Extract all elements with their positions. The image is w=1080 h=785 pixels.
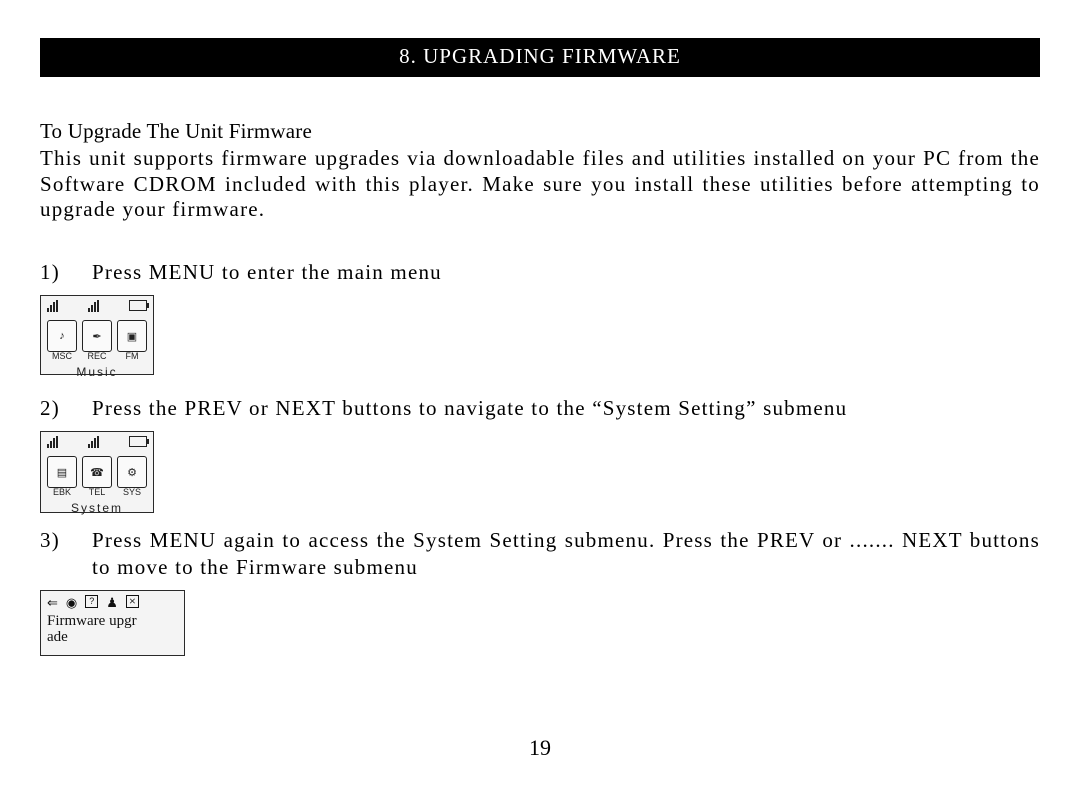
section-header: 8. UPGRADING FIRMWARE: [40, 38, 1040, 77]
step-text: Press MENU again to access the System Se…: [92, 527, 1040, 580]
step-2: 2) Press the PREV or NEXT buttons to nav…: [40, 395, 1040, 421]
question-box-icon: ?: [85, 595, 98, 608]
icon-label: EBK: [47, 488, 77, 497]
icon-label: SYS: [117, 488, 147, 497]
lcd-footer-label: Music: [41, 363, 153, 383]
mic-icon: ♟: [106, 595, 118, 611]
arrow-icon: ⇐: [47, 595, 58, 611]
step-number: 1): [40, 259, 92, 285]
lcd-screenshot-firmware: ⇐ ◉ ? ♟ ⨯ Firmware upgr ade: [40, 590, 185, 656]
phone-icon: ☎: [82, 456, 112, 488]
music-note-icon: ♪: [47, 320, 77, 352]
signal-bars-icon: [88, 300, 99, 312]
signal-bars-icon: [88, 436, 99, 448]
page-number: 19: [0, 735, 1080, 761]
step-text: Press MENU to enter the main menu: [92, 259, 1040, 285]
battery-icon: [129, 300, 147, 311]
manual-page: 8. UPGRADING FIRMWARE To Upgrade The Uni…: [0, 0, 1080, 785]
body-block: To Upgrade The Unit Firmware This unit s…: [40, 119, 1040, 656]
firmware-line2: ade: [47, 629, 68, 645]
step-3: 3) Press MENU again to access the System…: [40, 527, 1040, 580]
battery-icon: [129, 436, 147, 447]
ebook-icon: ▤: [47, 456, 77, 488]
mic-rec-icon: ✒: [82, 320, 112, 352]
step-text: Press the PREV or NEXT buttons to naviga…: [92, 395, 1040, 421]
lcd-screenshot-music: ♪ MSC ✒ REC ▣ FM Music: [40, 295, 154, 375]
gear-icon: ⚙: [117, 456, 147, 488]
intro-paragraph: This unit supports firmware upgrades via…: [40, 146, 1040, 223]
step-number: 3): [40, 527, 92, 580]
lcd-screenshot-system: ▤ EBK ☎ TEL ⚙ SYS System: [40, 431, 154, 513]
intro-heading: To Upgrade The Unit Firmware: [40, 119, 1040, 144]
firmware-line1: Firmware upgr: [47, 613, 137, 629]
globe-icon: ◉: [66, 595, 77, 611]
radio-icon: ▣: [117, 320, 147, 352]
signal-bars-icon: [47, 436, 58, 448]
lcd-footer-label: System: [41, 499, 153, 519]
signal-bars-icon: [47, 300, 58, 312]
step-1: 1) Press MENU to enter the main menu: [40, 259, 1040, 285]
step-number: 2): [40, 395, 92, 421]
icon-label: REC: [82, 352, 112, 361]
icon-label: FM: [117, 352, 147, 361]
icon-label: TEL: [82, 488, 112, 497]
exit-box-icon: ⨯: [126, 595, 139, 608]
icon-label: MSC: [47, 352, 77, 361]
